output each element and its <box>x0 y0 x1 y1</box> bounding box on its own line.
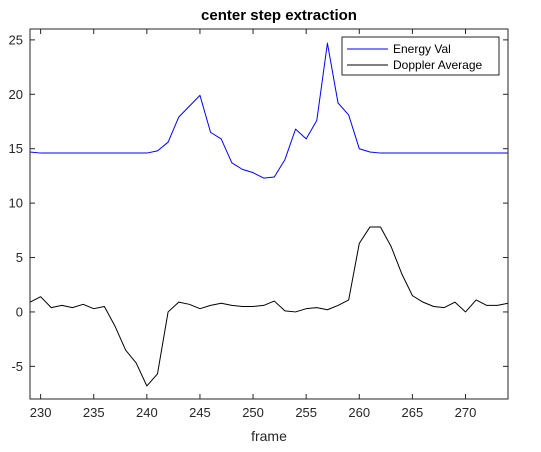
x-tick-label: 260 <box>348 405 370 420</box>
x-tick-label: 230 <box>30 405 52 420</box>
legend-entry-energy-val: Energy Val <box>393 42 451 56</box>
axes-box <box>29 28 509 400</box>
y-tick-label: 25 <box>9 32 23 47</box>
x-tick-label: 245 <box>189 405 211 420</box>
x-tick-label: 250 <box>242 405 264 420</box>
x-tick-label: 265 <box>402 405 424 420</box>
series-line-doppler-average <box>29 226 509 387</box>
series-line-energy-val <box>29 42 508 179</box>
legend: Energy Val Doppler Average <box>341 36 500 76</box>
y-tick-label: 15 <box>9 141 23 156</box>
legend-entry-doppler-average: Doppler Average <box>393 58 483 72</box>
series-layer <box>29 42 509 387</box>
x-tick-label: 270 <box>455 405 477 420</box>
y-axis-ticks: -5 0 5 10 15 20 25 <box>9 32 508 374</box>
x-axis-label: frame <box>251 428 287 444</box>
legend-box <box>341 36 500 76</box>
x-tick-label: 240 <box>136 405 158 420</box>
y-tick-label: 0 <box>16 304 23 319</box>
x-axis-ticks: 230 235 240 245 250 255 260 265 270 <box>30 29 477 420</box>
axes-frame <box>29 28 509 400</box>
y-tick-label: 20 <box>9 87 23 102</box>
y-tick-label: -5 <box>11 359 23 374</box>
y-tick-label: 10 <box>9 196 23 211</box>
chart-title: center step extraction <box>201 7 357 24</box>
plot-area <box>30 29 508 399</box>
x-tick-label: 235 <box>83 405 105 420</box>
x-tick-label: 255 <box>295 405 317 420</box>
y-tick-label: 5 <box>16 250 23 265</box>
